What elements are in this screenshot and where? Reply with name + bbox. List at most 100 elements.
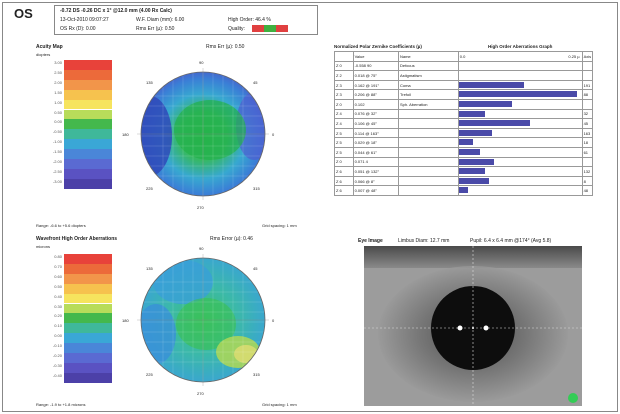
- wavefront-scale-swatch: 0.70: [64, 264, 112, 274]
- header-axis: Axis: [582, 52, 593, 62]
- acuity-scale-swatch: -2.50: [64, 169, 112, 179]
- wf-axis-label-135: 135: [146, 266, 153, 272]
- zernike-bar: [459, 82, 524, 88]
- axis-label-315: 315: [253, 186, 260, 192]
- acuity-scale-tick: 2.00: [40, 80, 62, 85]
- wavefront-scale-swatch: 0.10: [64, 323, 112, 333]
- zernike-term: Z 0: [335, 157, 354, 167]
- zernike-name: Coma: [398, 80, 458, 90]
- zernike-axis: 32: [582, 109, 593, 119]
- zernike-row: Z 6 0.066 @ 8° 8: [335, 176, 610, 186]
- zernike-name: [398, 128, 458, 138]
- zernike-axis: 61: [582, 147, 593, 157]
- zernike-bar-cell: [458, 99, 582, 109]
- zernike-term: Z 6: [335, 167, 354, 177]
- wavefront-scale-tick: 0.70: [40, 264, 62, 269]
- axis-label-90: 90: [199, 60, 203, 66]
- acuity-scale-tick: 0.50: [40, 110, 62, 115]
- acuity-scale-swatch: -0.50: [64, 129, 112, 139]
- wavefront-scale-swatch: 0.30: [64, 304, 112, 314]
- zernike-name: [398, 138, 458, 148]
- acuity-scale-tick: -1.00: [40, 139, 62, 144]
- pupil-size: Pupil: 6.4 x 6.4 mm @174° (Avg 5.8): [470, 238, 551, 244]
- wf-axis-label-225: 225: [146, 372, 153, 378]
- zernike-term: Z 5: [335, 128, 354, 138]
- axis-label-0: 0: [272, 132, 274, 138]
- zernike-axis: 163: [582, 128, 593, 138]
- zernike-name: [398, 119, 458, 129]
- zernike-bar: [459, 120, 530, 126]
- zernike-row: Z 4 0.076 @ 32° 32: [335, 109, 610, 119]
- acuity-scale-swatch: 2.00: [64, 80, 112, 90]
- zernike-name: [398, 167, 458, 177]
- zernike-term: Z 5: [335, 147, 354, 157]
- wavefront-scale-swatch: 0.40: [64, 294, 112, 304]
- zernike-title: Normalized Polar Zernike Coefficients (µ…: [334, 44, 422, 50]
- zernike-bar-cell: [458, 128, 582, 138]
- zernike-term: Z 4: [335, 109, 354, 119]
- header-graph-max: 0.25 µ: [568, 54, 579, 59]
- wavefront-scale-swatch: -0.40: [64, 373, 112, 383]
- wavefront-scale-swatch: -0.30: [64, 363, 112, 373]
- zernike-row: Z 5 0.044 @ 61° 61: [335, 147, 610, 157]
- acuity-title: Acuity Map: [36, 44, 63, 50]
- acuity-scale-swatch: 1.00: [64, 100, 112, 110]
- wavefront-scale-swatch: -0.10: [64, 343, 112, 353]
- zernike-name: [398, 176, 458, 186]
- zernike-row: Z 5 0.029 @ 18° 18: [335, 138, 610, 148]
- zernike-axis: [582, 71, 593, 81]
- zernike-bar-cell: [458, 71, 582, 81]
- wf-axis-label-45: 45: [253, 266, 257, 272]
- zernike-value: 0.071 4: [353, 157, 398, 167]
- zernike-axis: 48: [582, 186, 593, 196]
- rms-error-header: Rms Err (µ): 0.50: [136, 26, 174, 32]
- wavefront-scale-swatch: -0.20: [64, 353, 112, 363]
- zernike-row: Z 3 0.206 @ 88° Trefoil 88: [335, 90, 610, 100]
- acuity-scale-tick: 3.00: [40, 60, 62, 65]
- acuity-scale-tick: 1.00: [40, 100, 62, 105]
- header-graph-min: 0.0 0.25 µ: [458, 52, 582, 62]
- zernike-value: 0.114 @ 163°: [353, 128, 398, 138]
- zernike-bar-cell: [458, 61, 582, 71]
- eye-label: OS: [14, 7, 33, 21]
- wavefront-scale-tick: 0.40: [40, 294, 62, 299]
- zernike-value: 0.102: [353, 99, 398, 109]
- zernike-value: 0.018 @ 75°: [353, 71, 398, 81]
- quality-indicator: [252, 25, 288, 32]
- wavefront-scale-swatch: 0.60: [64, 274, 112, 284]
- zernike-row: Z 0 -0.558 90 Defocus: [335, 61, 610, 71]
- acuity-scale-tick: -0.50: [40, 129, 62, 134]
- zernike-value: 0.044 @ 61°: [353, 147, 398, 157]
- zernike-axis: [582, 157, 593, 167]
- axis-label-270: 270: [197, 205, 204, 211]
- exam-date: 13-Oct-2010 09:07:27: [60, 17, 109, 23]
- header-term: [335, 52, 354, 62]
- zernike-row: Z 6 0.007 @ 48° 48: [335, 186, 610, 196]
- zernike-bar-cell: [458, 186, 582, 196]
- zernike-name: Trefoil: [398, 90, 458, 100]
- zernike-name: Sph. Aberration: [398, 99, 458, 109]
- wavefront-spacing: Grid spacing: 1 mm: [262, 402, 297, 408]
- zernike-row: Z 4 0.106 @ 45° 45: [335, 119, 610, 129]
- zernike-bar: [459, 111, 485, 117]
- zernike-bar-cell: [458, 157, 582, 167]
- zernike-axis: 8: [582, 176, 593, 186]
- acuity-scale-swatch: -2.00: [64, 159, 112, 169]
- wavefront-scale-tick: 0.50: [40, 284, 62, 289]
- acuity-scale-tick: 2.50: [40, 70, 62, 75]
- acuity-scale-tick: -3.00: [40, 179, 62, 184]
- zernike-header-row: Value Name 0.0 0.25 µ Axis: [335, 52, 610, 62]
- zernike-value: 0.066 @ 8°: [353, 176, 398, 186]
- wavefront-scale-tick: 0.30: [40, 304, 62, 309]
- zernike-row: Z 6 0.051 @ 132° 132: [335, 167, 610, 177]
- zernike-row: Z 0 0.071 4: [335, 157, 610, 167]
- zernike-value: -0.558 90: [353, 61, 398, 71]
- acuity-scale-swatch: -1.00: [64, 139, 112, 149]
- zernike-bar: [459, 187, 468, 193]
- zernike-name: [398, 157, 458, 167]
- wf-axis-label-90: 90: [199, 246, 203, 252]
- acuity-scale-swatch: 3.00: [64, 60, 112, 70]
- zernike-row: Z 2 0.018 @ 75° Astigmatism: [335, 71, 610, 81]
- eye-image-title: Eye Image: [358, 238, 383, 244]
- wavefront-range: Range: -1.9 to +1.8 microns: [36, 402, 85, 408]
